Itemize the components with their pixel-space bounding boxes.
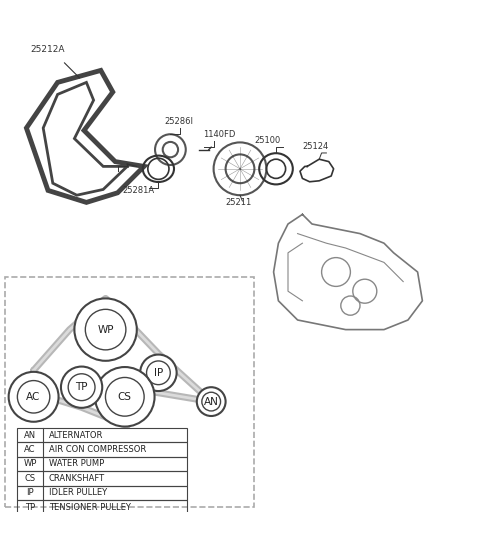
Text: TENSIONER PULLEY: TENSIONER PULLEY [49,503,131,512]
Bar [17,428,187,442]
Text: AC: AC [26,392,41,402]
Text: 1140JF: 1140JF [94,165,122,174]
Text: 25286I: 25286I [165,116,193,126]
Text: 25100: 25100 [254,136,281,145]
Text: AN: AN [24,431,36,440]
Bar [17,471,187,486]
Circle shape [61,367,102,408]
Text: AN: AN [204,397,218,406]
Text: TP: TP [75,382,88,392]
Polygon shape [43,82,127,195]
Circle shape [95,367,155,426]
Text: 25124: 25124 [302,141,329,151]
Text: WP: WP [24,460,36,468]
Text: 25281A: 25281A [122,186,155,195]
Text: AC: AC [24,445,36,454]
Text: 1140FD: 1140FD [203,129,235,139]
Text: AIR CON COMPRESSOR: AIR CON COMPRESSOR [49,445,146,454]
Bar [17,500,187,515]
Bar [17,486,187,500]
Text: 25212A: 25212A [31,45,65,54]
Circle shape [197,387,226,416]
Text: TP: TP [25,503,35,512]
Text: CRANKSHAFT: CRANKSHAFT [49,474,105,483]
Bar [17,442,187,457]
Bar [17,457,187,471]
Text: ALTERNATOR: ALTERNATOR [49,431,103,440]
Text: 25211: 25211 [226,197,252,207]
Text: CS: CS [118,392,132,402]
Text: WATER PUMP: WATER PUMP [49,460,104,468]
Polygon shape [300,159,334,182]
Text: CS: CS [24,474,36,483]
Text: IP: IP [154,368,163,378]
Circle shape [74,299,137,361]
Circle shape [140,355,177,391]
Circle shape [9,372,59,422]
Text: IDLER PULLEY: IDLER PULLEY [49,489,107,497]
Text: WP: WP [97,325,114,335]
Text: IP: IP [26,489,34,497]
